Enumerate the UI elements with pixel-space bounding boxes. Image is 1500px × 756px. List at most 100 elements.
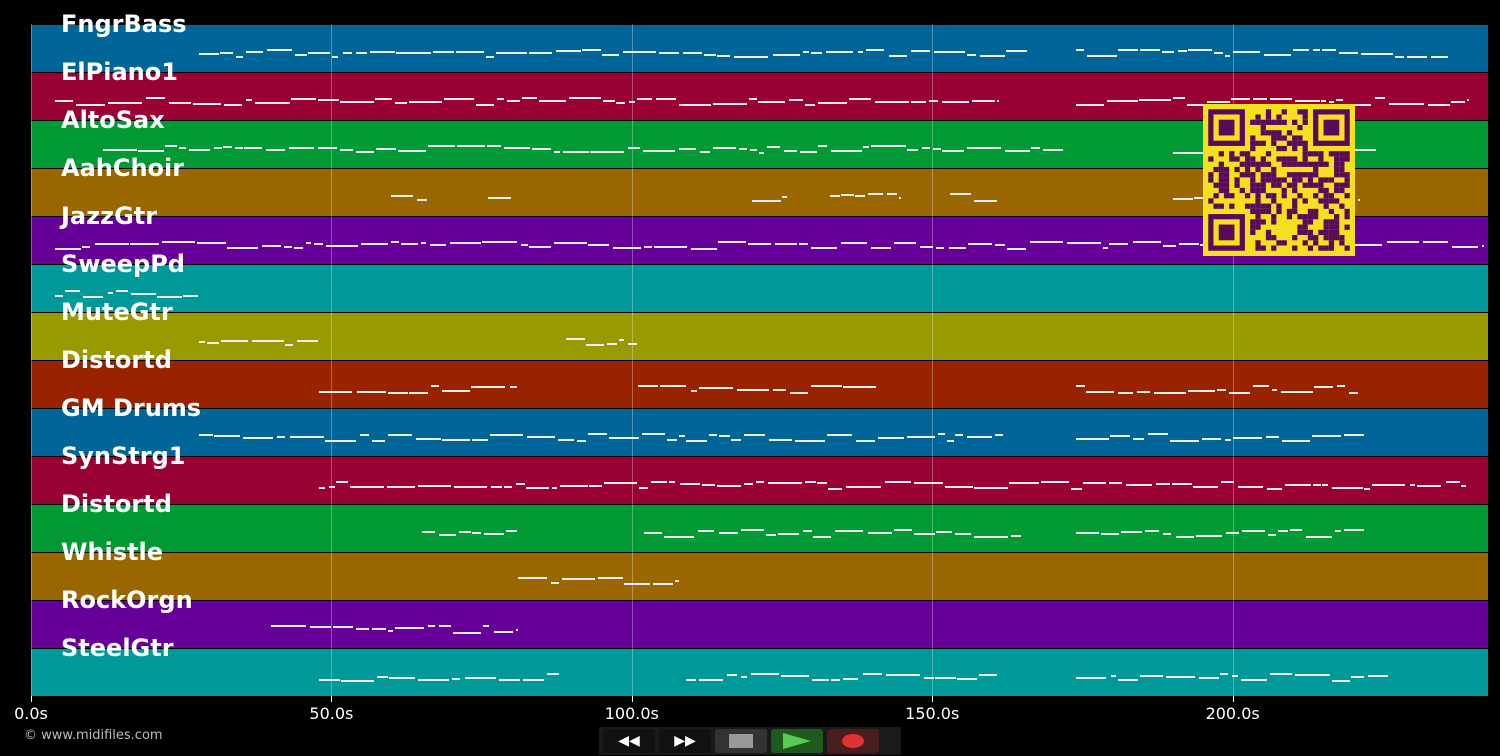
note <box>1162 533 1172 535</box>
note <box>865 49 885 51</box>
note <box>1270 673 1293 675</box>
note <box>1145 530 1159 532</box>
note <box>498 679 520 681</box>
note <box>409 101 442 103</box>
note <box>588 244 609 246</box>
note <box>455 51 485 53</box>
track-label: FngrBass <box>61 10 187 38</box>
note <box>870 247 892 249</box>
note <box>867 532 892 534</box>
note <box>1348 392 1358 394</box>
note <box>179 147 186 149</box>
note <box>476 104 494 106</box>
note <box>604 482 637 484</box>
gridline <box>631 24 633 696</box>
note <box>1137 391 1150 393</box>
note <box>886 193 898 195</box>
rewind-button[interactable]: ◀◀ <box>603 729 655 753</box>
note <box>355 628 370 630</box>
track-row[interactable] <box>31 312 1488 360</box>
note <box>978 674 998 676</box>
note <box>243 437 273 439</box>
note <box>758 101 785 103</box>
track-label: SynStrg1 <box>61 442 186 470</box>
note <box>1266 436 1279 438</box>
note <box>589 485 602 487</box>
note <box>1335 530 1342 532</box>
note <box>471 386 506 388</box>
note <box>199 434 214 436</box>
note <box>1148 433 1168 435</box>
play-button[interactable] <box>771 729 823 753</box>
note <box>730 439 742 441</box>
note <box>759 152 765 154</box>
note <box>848 98 872 100</box>
note <box>967 436 992 438</box>
note <box>458 531 471 533</box>
record-button[interactable] <box>827 729 879 753</box>
note <box>319 679 340 681</box>
note <box>1118 49 1139 51</box>
track-row[interactable] <box>31 600 1488 648</box>
note <box>525 487 550 489</box>
note <box>471 439 489 441</box>
note <box>1372 484 1406 486</box>
track-row[interactable] <box>31 552 1488 600</box>
note <box>214 435 240 437</box>
note <box>811 385 842 387</box>
note <box>618 339 625 341</box>
track-row[interactable] <box>31 24 1488 72</box>
track-row[interactable] <box>31 360 1488 408</box>
note <box>607 343 617 345</box>
note <box>359 434 369 436</box>
note <box>994 244 1005 246</box>
track-row[interactable] <box>31 504 1488 552</box>
note <box>1076 677 1107 679</box>
note <box>245 99 253 101</box>
note <box>1172 198 1193 200</box>
note <box>994 434 1004 436</box>
track-row[interactable] <box>31 264 1488 312</box>
note <box>629 101 635 103</box>
note <box>966 54 977 56</box>
note <box>691 248 717 250</box>
note <box>387 392 409 394</box>
fast-forward-button[interactable]: ▶▶ <box>659 729 711 753</box>
note <box>319 391 353 393</box>
note <box>1170 440 1199 442</box>
note <box>1132 438 1144 440</box>
note <box>1389 103 1425 105</box>
note <box>750 673 780 675</box>
stop-button[interactable] <box>715 729 767 753</box>
note <box>387 486 415 488</box>
note <box>727 674 737 676</box>
note <box>1100 533 1120 535</box>
note <box>877 437 904 439</box>
note <box>790 392 809 394</box>
note <box>744 483 753 485</box>
track-row[interactable] <box>31 408 1488 456</box>
note <box>193 103 221 105</box>
time-tick-label: 150.0s <box>905 704 960 723</box>
track-label: GM Drums <box>61 394 202 422</box>
note <box>376 676 388 678</box>
note <box>798 243 808 245</box>
note <box>1162 51 1175 53</box>
note <box>516 483 525 485</box>
track-label: RockOrgn <box>61 586 193 614</box>
track-row[interactable] <box>31 648 1488 696</box>
note <box>830 150 862 152</box>
note <box>1306 536 1333 538</box>
track-row[interactable] <box>31 456 1488 504</box>
note <box>555 50 581 52</box>
note <box>698 387 734 389</box>
note <box>1345 104 1371 106</box>
note <box>751 200 781 202</box>
note <box>644 246 652 248</box>
note <box>375 98 392 100</box>
note <box>452 632 481 634</box>
note <box>1175 536 1195 538</box>
note <box>1132 241 1161 243</box>
note <box>659 52 679 54</box>
note <box>284 344 294 346</box>
